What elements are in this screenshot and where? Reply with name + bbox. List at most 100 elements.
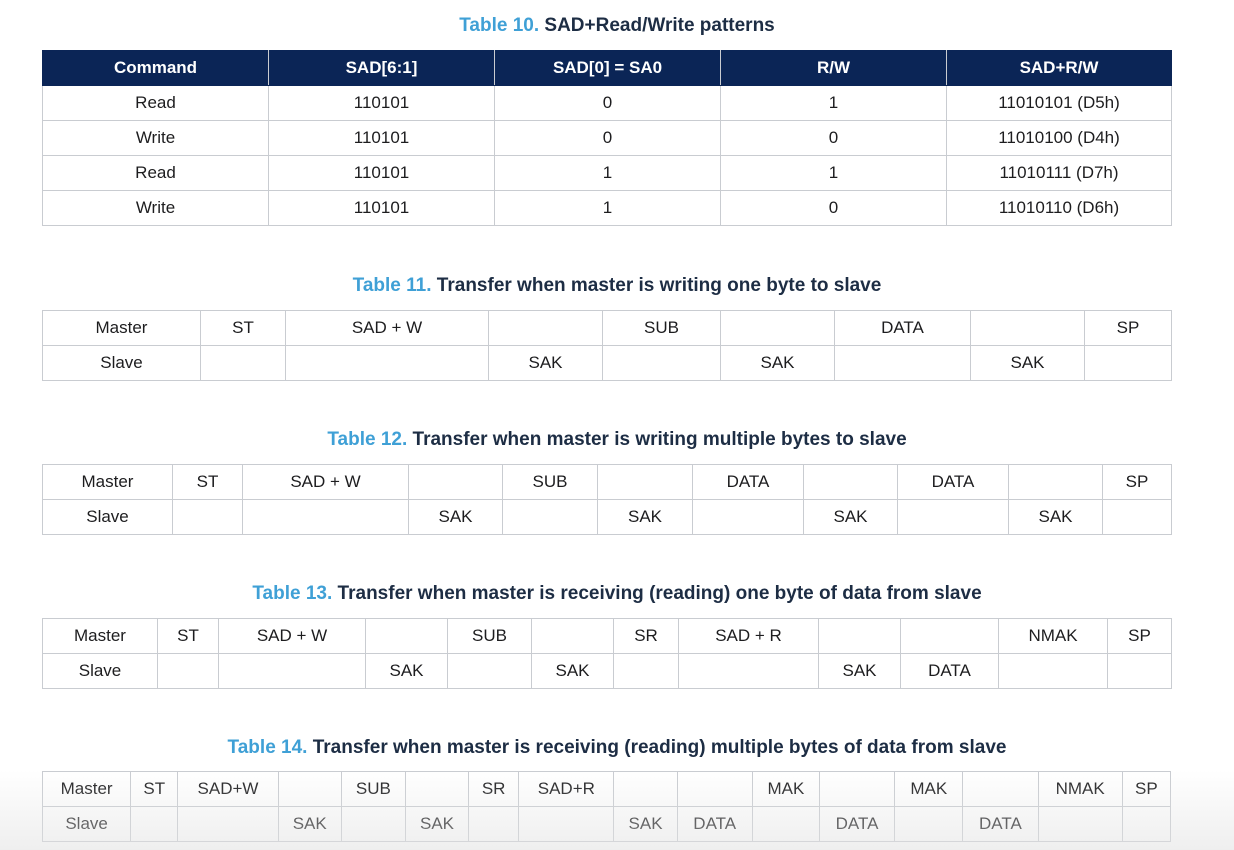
table-row-master: Master ST SAD + W SUB SR SAD + R NMAK SP — [42, 618, 1172, 654]
table-cell: ST — [130, 771, 179, 807]
table-cell: 110101 — [268, 85, 495, 121]
table-cell: Master — [41, 771, 132, 807]
table-cell: Read — [42, 155, 269, 191]
table-cell: SAD+R — [518, 771, 615, 807]
table-10-title: SAD+Read/Write patterns — [544, 15, 775, 36]
table-cell — [277, 771, 342, 807]
table-cell — [488, 310, 603, 346]
table-cell: SP — [1107, 618, 1172, 654]
table-cell — [900, 618, 999, 654]
table-row-slave: Slave SAK SAK SAK DATA DATA DATA — [41, 806, 1172, 842]
table-cell — [970, 310, 1085, 346]
table-cell: SAD + W — [242, 464, 409, 500]
table-cell: SAK — [365, 653, 448, 689]
table-cell: Write — [42, 190, 269, 226]
table-cell — [447, 653, 532, 689]
table-cell: SAD+W — [177, 771, 279, 807]
table-cell: 1 — [720, 155, 947, 191]
table-cell: DATA — [900, 653, 999, 689]
table-cell: 11010100 (D4h) — [946, 120, 1172, 156]
header-cell: SAD[6:1] — [268, 50, 495, 86]
table-cell: SAK — [488, 345, 603, 381]
table-cell: 11010110 (D6h) — [946, 190, 1172, 226]
table-11-number: Table 11. — [352, 275, 432, 296]
table-cell: 11010111 (D7h) — [946, 155, 1172, 191]
table-10-number: Table 10. — [459, 15, 540, 36]
table-cell — [1084, 345, 1172, 381]
table-11: Master ST SAD + W SUB DATA SP Slave SAK … — [42, 310, 1172, 381]
table-cell: SUB — [340, 771, 406, 807]
table-cell: 0 — [720, 120, 947, 156]
table-cell: ST — [172, 464, 243, 500]
header-cell: R/W — [720, 50, 947, 86]
table-cell — [218, 653, 366, 689]
table-cell: 11010101 (D5h) — [946, 85, 1172, 121]
table-cell — [242, 499, 409, 535]
table-cell: SAD + R — [678, 618, 819, 654]
table-cell — [340, 806, 406, 842]
table-cell: 110101 — [268, 190, 495, 226]
table-cell: 110101 — [268, 155, 495, 191]
table-14-number: Table 14. — [227, 737, 308, 758]
table-11-title: Transfer when master is writing one byte… — [436, 275, 882, 296]
table-cell — [613, 771, 678, 807]
table-cell: SAK — [408, 499, 503, 535]
table-cell: 1 — [720, 85, 947, 121]
table-cell — [676, 771, 753, 807]
table-cell — [597, 464, 693, 500]
table-row: Write 110101 1 0 11010110 (D6h) — [42, 190, 1172, 226]
table-cell — [1107, 653, 1172, 689]
table-cell: SUB — [502, 464, 598, 500]
table-cell — [130, 806, 179, 842]
table-cell: 110101 — [268, 120, 495, 156]
table-cell — [1121, 806, 1172, 842]
table-13-number: Table 13. — [252, 583, 333, 604]
table-11-caption: Table 11. Transfer when master is writin… — [0, 275, 1234, 297]
table-cell — [998, 653, 1108, 689]
header-cell: SAD[0] = SA0 — [494, 50, 721, 86]
table-cell: Slave — [42, 499, 173, 535]
table-cell: 0 — [494, 120, 721, 156]
table-cell: Slave — [41, 806, 132, 842]
table-cell: SAK — [970, 345, 1085, 381]
table-cell — [1008, 464, 1103, 500]
table-cell: DATA — [962, 806, 1039, 842]
table-cell: SUB — [602, 310, 721, 346]
table-cell — [692, 499, 804, 535]
table-cell: ST — [200, 310, 286, 346]
table-cell: MAK — [751, 771, 820, 807]
table-cell: Slave — [42, 345, 201, 381]
header-cell: SAD+R/W — [946, 50, 1172, 86]
table-13-title: Transfer when master is receiving (readi… — [337, 583, 982, 604]
table-row: Write 110101 0 0 11010100 (D4h) — [42, 120, 1172, 156]
table-cell: SAK — [803, 499, 898, 535]
table-cell — [751, 806, 820, 842]
table-cell: Read — [42, 85, 269, 121]
table-cell — [365, 618, 448, 654]
table-cell — [678, 653, 819, 689]
table-cell — [613, 653, 679, 689]
table-cell: SAK — [818, 653, 901, 689]
table-13-caption: Table 13. Transfer when master is receiv… — [0, 583, 1234, 605]
table-12-caption: Table 12. Transfer when master is writin… — [0, 429, 1234, 451]
table-cell: ST — [157, 618, 219, 654]
table-cell: SAK — [404, 806, 470, 842]
table-header-row: Command SAD[6:1] SAD[0] = SA0 R/W SAD+R/… — [42, 50, 1172, 86]
table-cell: 1 — [494, 155, 721, 191]
table-14-title: Transfer when master is receiving (readi… — [312, 737, 1007, 758]
table-cell: 0 — [494, 85, 721, 121]
table-cell: DATA — [692, 464, 804, 500]
table-cell: SAK — [720, 345, 835, 381]
table-cell — [200, 345, 286, 381]
table-cell — [172, 499, 243, 535]
table-cell — [720, 310, 835, 346]
table-cell: SAD + W — [285, 310, 489, 346]
table-row-slave: Slave SAK SAK SAK DATA — [42, 653, 1172, 689]
table-cell — [818, 771, 896, 807]
table-row-master: Master ST SAD+W SUB SR SAD+R MAK MAK NMA… — [41, 771, 1172, 807]
table-cell — [404, 771, 470, 807]
table-cell: Master — [42, 618, 158, 654]
table-cell: SAK — [597, 499, 693, 535]
table-cell — [894, 806, 964, 842]
table-12: Master ST SAD + W SUB DATA DATA SP Slave… — [42, 464, 1172, 535]
